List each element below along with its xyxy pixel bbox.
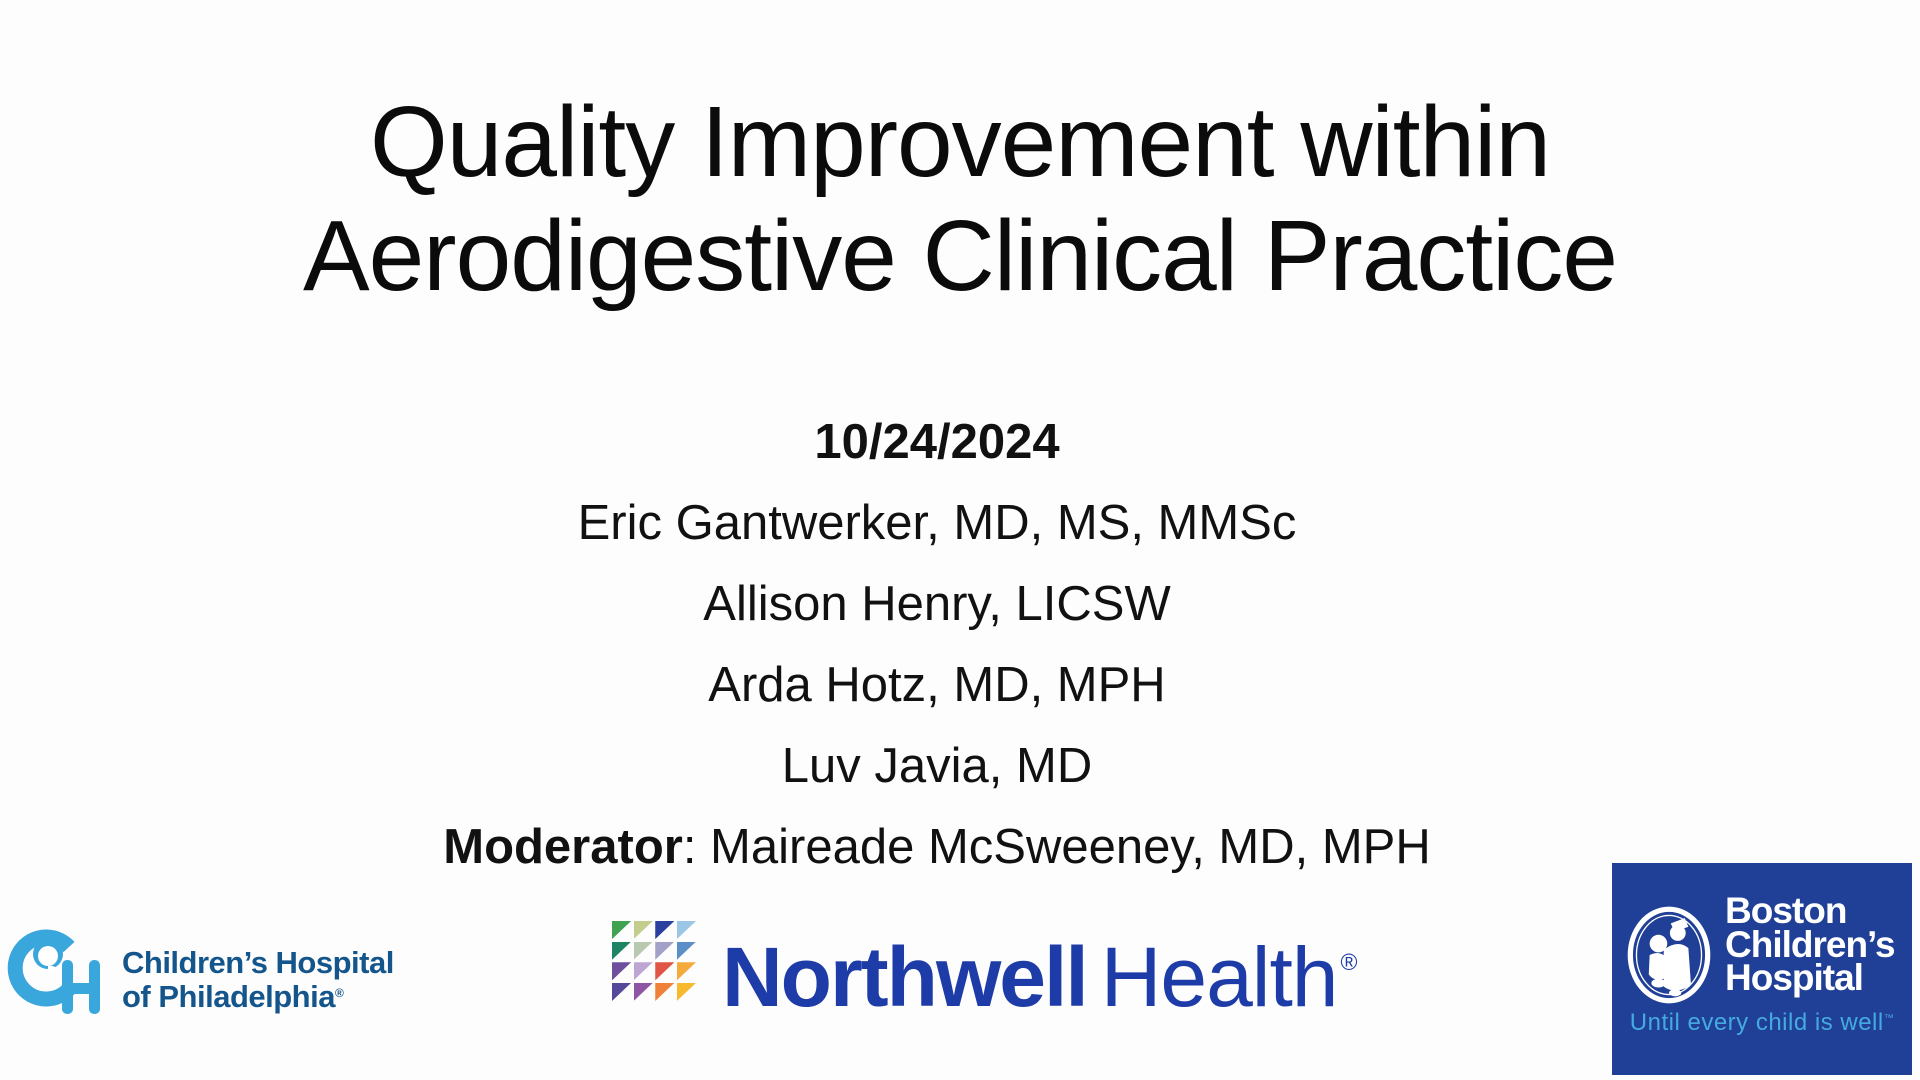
northwell-triangle-icon [655,962,675,981]
speaker-line: Arda Hotz, MD, MPH [708,658,1166,712]
northwell-triangle-icon [676,941,696,960]
chop-wordmark: Children’s Hospital of Philadelphia® [122,945,394,1014]
northwell-word1: Northwell [722,930,1089,1024]
chop-line1: Children’s Hospital [122,945,394,980]
boston-line2: Children’s [1725,923,1896,965]
northwell-triangle-icon [655,921,675,940]
northwell-triangle-icon [633,921,653,940]
northwell-triangle-icon [612,962,632,981]
slide-title-line1: Quality Improvement within [369,86,1551,198]
presentation-date: 10/24/2024 [814,415,1060,469]
boston-wordmark: Boston Children’s Hospital [1725,890,1896,998]
chop-line2: of Philadelphia® [122,979,344,1014]
northwell-triangle-icon [612,941,632,960]
speaker-line: Allison Henry, LICSW [703,577,1171,631]
chop-ch-monogram-icon [7,929,100,1014]
northwell-triangle-icon [676,982,696,1001]
northwell-triangle-icon [633,982,653,1001]
boston-line1: Boston [1725,890,1847,931]
boston-childrens-logo: Boston Children’s Hospital Until every c… [1612,863,1912,1075]
northwell-registered-mark: ® [1340,949,1358,975]
northwell-triangle-icon [655,941,675,960]
boston-line3: Hospital [1725,957,1864,998]
northwell-wordmark: Northwell Health ® [722,920,1357,1019]
moderator-line: Moderator: Maireade McSweeney, MD, MPH [0,807,1874,888]
northwell-triangle-icon [633,962,653,981]
northwell-triangle-icon [612,921,632,940]
northwell-word2: Health [1100,930,1339,1024]
northwell-mosaic-icon [612,921,696,1001]
northwell-triangle-icon [676,921,696,940]
northwell-triangle-icon [612,982,632,1001]
moderator-name: : Maireade McSweeney, MD, MPH [682,820,1431,874]
northwell-triangle-icon [676,962,696,981]
authors-block: 10/24/2024 Eric Gantwerker, MD, MS, MMSc… [0,402,1874,888]
chop-registered-mark: ® [334,986,344,1000]
speaker-line: Luv Javia, MD [781,739,1093,793]
boston-tagline: Until every child is well™ [1629,1009,1895,1036]
slide-title: Quality Improvement within Aerodigestive… [0,85,1920,313]
northwell-triangle-icon [633,941,653,960]
moderator-label: Moderator [443,820,683,874]
slide-title-line2: Aerodigestive Clinical Practice [302,200,1618,312]
boston-trademark-mark: ™ [1883,1013,1895,1024]
northwell-triangle-icon [655,982,675,1001]
boston-nurse-child-icon [1627,906,1711,1004]
speaker-line: Eric Gantwerker, MD, MS, MMSc [577,496,1297,550]
